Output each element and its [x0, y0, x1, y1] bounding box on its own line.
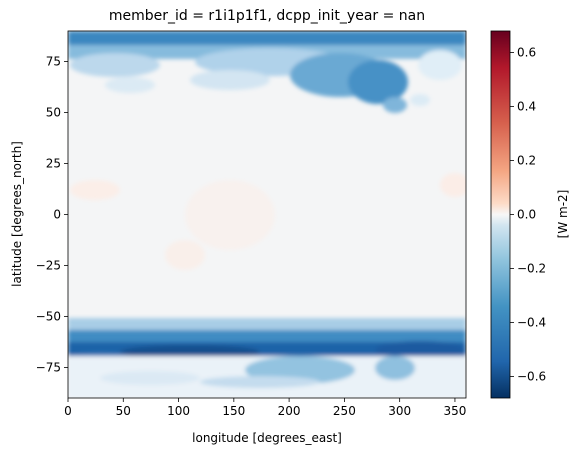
- colorbar: −0.6 −0.4 −0.2 0.0 0.2 0.4 0.6 [W m-2]: [490, 30, 570, 399]
- x-tick-label: 50: [116, 404, 131, 418]
- colorbar-tick-label: 0.2: [517, 154, 536, 168]
- y-axis-label: latitude [degrees_north]: [10, 141, 24, 287]
- colorbar-label: [W m-2]: [556, 190, 570, 239]
- x-axis: 0 50 100 150 200 250 300 350: [64, 398, 466, 418]
- x-axis-label: longitude [degrees_east]: [192, 431, 342, 445]
- x-tick-label: 150: [222, 404, 245, 418]
- colorbar-ticks: −0.6 −0.4 −0.2 0.0 0.2 0.4 0.6: [510, 46, 546, 383]
- y-tick-label: −75: [36, 360, 61, 374]
- colorbar-tick-label: 0.4: [517, 100, 536, 114]
- x-tick-label: 250: [333, 404, 356, 418]
- colorbar-tick-label: −0.2: [517, 261, 546, 275]
- x-tick-label: 350: [443, 404, 466, 418]
- y-axis: −75 −50 −25 0 25 50 75: [36, 55, 68, 374]
- y-tick-label: 25: [46, 157, 61, 171]
- colorbar-tick-label: −0.4: [517, 315, 546, 329]
- x-tick-label: 100: [167, 404, 190, 418]
- colorbar-tick-label: 0.0: [517, 208, 536, 222]
- heatmap-field: [68, 31, 466, 398]
- y-tick-label: −25: [36, 258, 61, 272]
- colorbar-gradient: [491, 31, 510, 398]
- heatmap-area: [68, 31, 466, 398]
- colorbar-tick-label: −0.6: [517, 369, 546, 383]
- y-tick-label: 50: [46, 106, 61, 120]
- y-tick-label: 75: [46, 55, 61, 69]
- y-tick-label: 0: [53, 208, 61, 222]
- y-tick-label: −50: [36, 309, 61, 323]
- colorbar-tick-label: 0.6: [517, 46, 536, 60]
- x-tick-label: 0: [64, 404, 72, 418]
- x-tick-label: 300: [388, 404, 411, 418]
- x-tick-label: 200: [278, 404, 301, 418]
- chart-title: member_id = r1i1p1f1, dcpp_init_year = n…: [109, 8, 425, 24]
